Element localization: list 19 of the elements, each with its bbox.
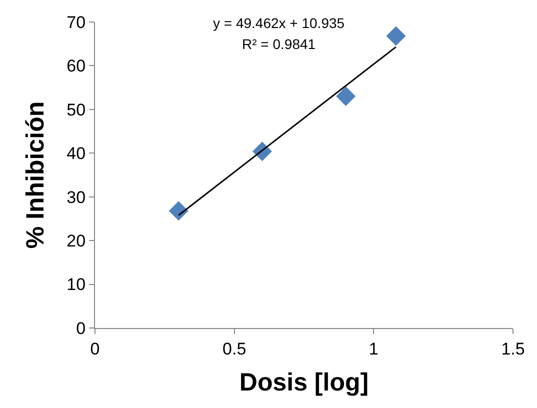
x-tick-label: 0	[90, 339, 100, 358]
x-tick-label: 1.5	[501, 339, 525, 358]
y-tick-label: 0	[76, 318, 86, 338]
y-tick-label: 60	[66, 56, 86, 76]
y-tick-label: 10	[66, 275, 86, 294]
y-tick-label: 40	[66, 144, 86, 164]
y-tick-label: 50	[66, 100, 86, 120]
y-tick-label: 30	[66, 188, 86, 207]
annotation: y = 49.462x + 10.935	[213, 15, 345, 31]
point	[386, 26, 406, 46]
y-tick-label: 20	[66, 232, 86, 251]
annotation: R² = 0.9841	[242, 36, 316, 52]
point	[168, 201, 188, 221]
y-tick-label: 70	[66, 12, 86, 32]
x-tick-label: 1	[368, 339, 378, 358]
x-tick-label: 0.5	[222, 339, 246, 358]
x-axis-title: Dosis [log]	[239, 368, 369, 396]
y-axis-title: % Inhibición	[21, 101, 50, 249]
point	[336, 86, 356, 106]
